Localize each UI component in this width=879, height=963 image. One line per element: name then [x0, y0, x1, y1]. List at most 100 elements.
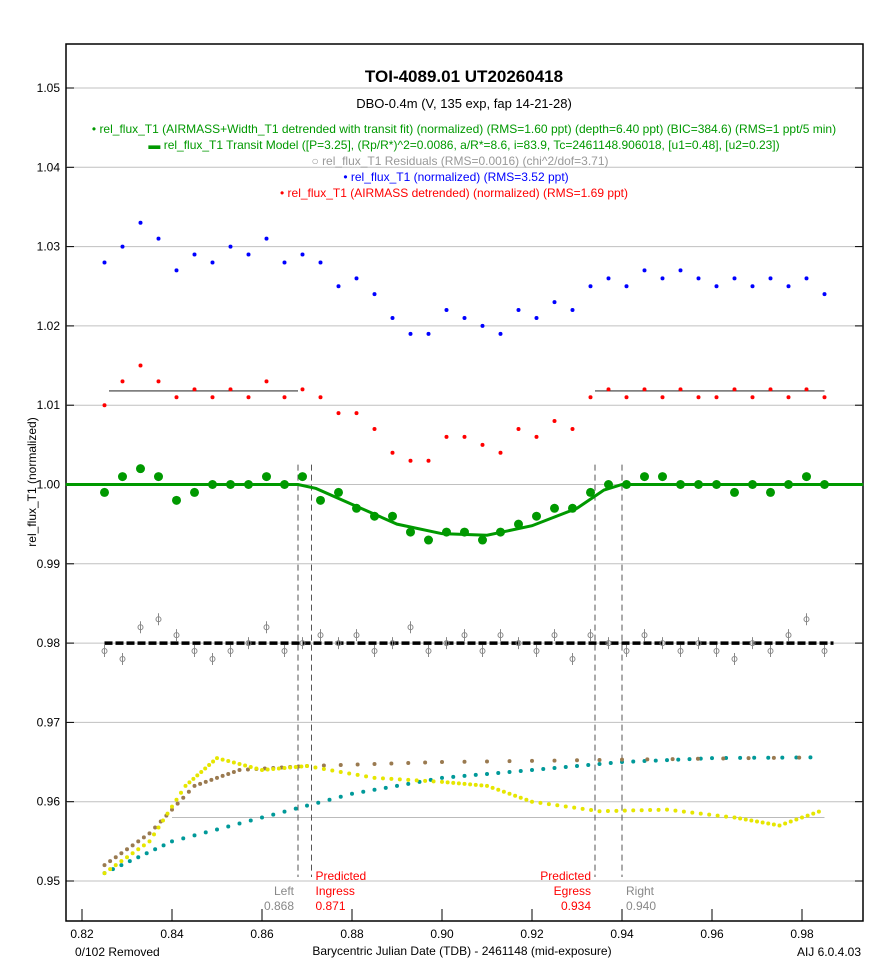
residual-point — [227, 648, 234, 655]
chart-subtitle: DBO-0.4m (V, 135 exp, fap 14-21-28) — [356, 96, 572, 111]
aux-point-sky — [743, 817, 748, 822]
aux-point-sky — [141, 843, 146, 848]
aux-point-sky — [119, 859, 124, 864]
y-tick-label: 1.02 — [37, 319, 61, 333]
aux-point-airmass — [473, 772, 478, 777]
normalized-point — [768, 276, 773, 281]
aux-point-width — [355, 762, 360, 767]
aux-point-airmass — [119, 863, 124, 868]
aux-point-sky — [276, 766, 281, 771]
aux-point-width — [530, 758, 534, 763]
normalized-point — [552, 300, 557, 305]
aux-point-airmass — [440, 775, 444, 780]
aux-point-sky — [456, 781, 461, 786]
detrended-point — [804, 387, 809, 392]
aux-point-width — [670, 757, 675, 762]
aux-point-sky — [215, 756, 219, 761]
aux-point-airmass — [653, 758, 658, 763]
residual-point — [263, 624, 270, 631]
residual-point — [389, 640, 396, 647]
aux-point-width — [102, 863, 107, 868]
residual-point — [335, 640, 342, 647]
detrended-point — [210, 395, 215, 400]
x-tick-label: 0.90 — [430, 927, 454, 941]
aux-point-airmass — [552, 765, 557, 770]
x-tick-label: 0.86 — [250, 927, 274, 941]
residual-point — [461, 632, 468, 639]
residual-point — [605, 640, 612, 647]
marker-value: 0.934 — [561, 899, 591, 913]
normalized-point — [120, 244, 125, 249]
aux-point-sky — [305, 764, 309, 769]
aux-point-width — [797, 755, 802, 760]
residual-point — [821, 648, 828, 655]
residual-point — [371, 648, 378, 655]
normalized-point — [678, 268, 683, 273]
residual-point — [407, 624, 414, 631]
version-label: AIJ 6.0.4.03 — [797, 945, 861, 959]
residual-point — [155, 616, 162, 623]
aux-point-sky — [113, 863, 118, 868]
detrended-point — [444, 434, 449, 439]
aux-point-sky — [187, 780, 192, 785]
aux-point-sky — [282, 765, 287, 770]
aux-point-sky — [271, 766, 276, 771]
aux-point-width — [552, 758, 557, 763]
marker-label: Predicted — [316, 869, 367, 883]
residual-point — [353, 632, 360, 639]
aux-point-airmass — [237, 821, 242, 826]
aux-point-airmass — [327, 797, 332, 802]
legend-symbol-icon: ○ — [311, 154, 322, 168]
aux-point-sky — [174, 797, 179, 802]
y-tick-label: 1.00 — [37, 478, 61, 492]
binned-point — [334, 487, 343, 497]
residual-point — [569, 655, 576, 662]
residual-point — [479, 648, 486, 655]
aux-point-airmass — [541, 766, 546, 771]
aux-point-sky — [755, 819, 759, 824]
aux-point-sky — [690, 810, 695, 815]
residual-point — [245, 640, 252, 647]
normalized-point — [750, 284, 755, 289]
residual-point — [731, 655, 738, 662]
aux-point-sky — [738, 816, 743, 821]
y-tick-label: 0.95 — [37, 874, 61, 888]
aux-point-sky — [555, 803, 560, 808]
aux-point-width — [147, 831, 152, 836]
aux-point-sky — [707, 812, 712, 817]
normalized-point — [192, 252, 197, 257]
detrended-point — [678, 387, 683, 392]
detrended-point — [786, 395, 791, 400]
detrended-point — [552, 419, 557, 424]
aux-point-sky — [431, 779, 436, 784]
binned-point — [190, 487, 199, 497]
normalized-point — [426, 331, 431, 336]
aux-point-width — [113, 855, 118, 860]
plot-frame — [65, 43, 864, 922]
aux-point-width — [209, 777, 214, 782]
binned-point — [154, 472, 163, 482]
detrended-point — [588, 395, 593, 400]
aux-point-sky — [811, 811, 816, 816]
normalized-point — [228, 244, 233, 249]
binned-point — [550, 503, 559, 513]
normalized-point — [732, 276, 737, 281]
normalized-point — [390, 315, 395, 320]
binned-point — [172, 495, 181, 505]
aux-point-sky — [681, 809, 686, 814]
normalized-point — [516, 308, 521, 313]
aux-point-sky — [760, 820, 765, 825]
aux-point-sky — [698, 811, 703, 816]
binned-point — [100, 487, 109, 497]
detrended-point — [120, 379, 125, 384]
aux-point-airmass — [485, 771, 489, 776]
aux-point-width — [575, 758, 579, 763]
aux-point-width — [338, 763, 343, 768]
residual-point — [317, 632, 324, 639]
aux-point-airmass — [338, 794, 343, 799]
legend-symbol-icon: • — [343, 170, 351, 184]
aux-point-sky — [648, 808, 653, 813]
detrended-point — [282, 395, 287, 400]
aux-point-sky — [501, 789, 506, 794]
residual-point — [119, 655, 126, 662]
